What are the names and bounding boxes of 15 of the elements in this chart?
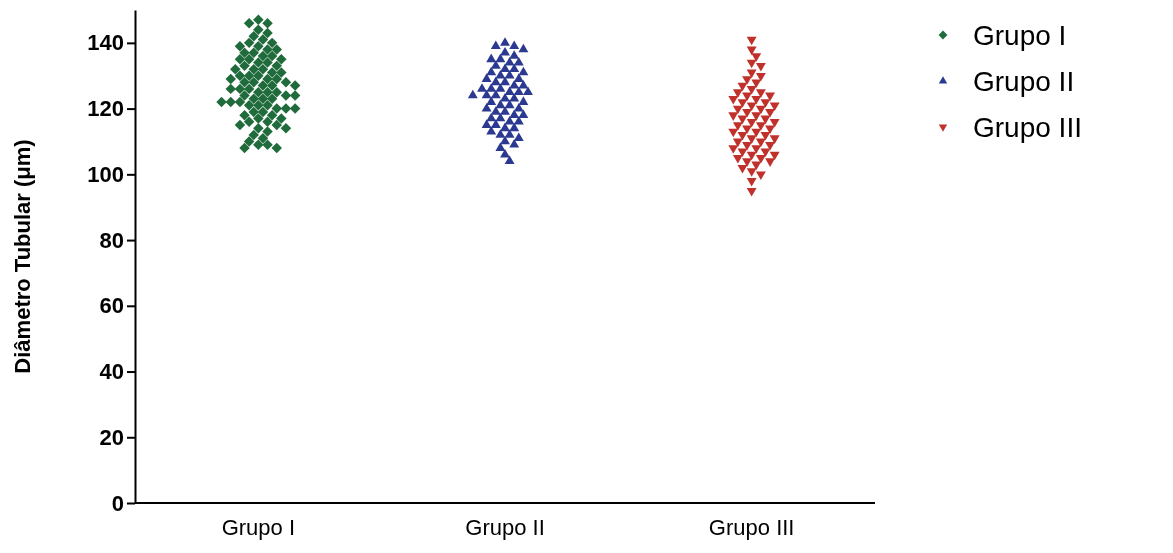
y-tick-label: 80 [99,227,124,253]
x-tick-label: Grupo III [708,514,795,540]
y-axis-title: Diâmetro Tubular (μm) [10,139,35,374]
legend-label: Grupo III [973,111,1082,143]
y-tick-label: 0 [111,490,124,516]
legend-label: Grupo II [973,65,1075,97]
x-tick-label: Grupo I [221,514,296,540]
y-tick-label: 40 [99,359,124,385]
y-tick-label: 20 [99,424,124,450]
y-tick-label: 100 [87,161,124,187]
x-tick-label: Grupo II [465,514,545,540]
y-tick-label: 140 [87,30,124,56]
y-tick-label: 120 [87,96,124,122]
y-tick-label: 60 [99,293,124,319]
legend-label: Grupo I [973,19,1067,51]
